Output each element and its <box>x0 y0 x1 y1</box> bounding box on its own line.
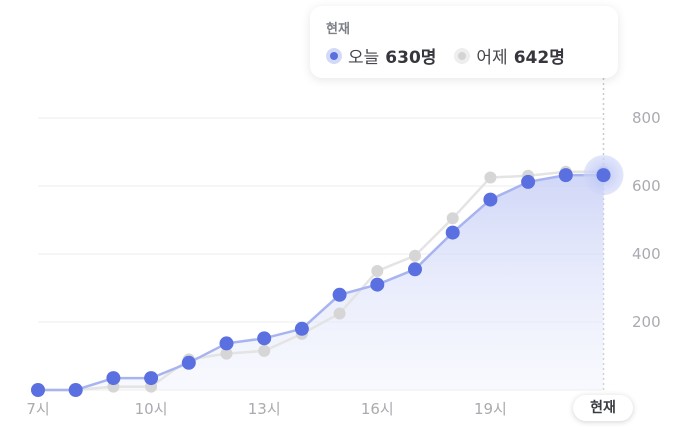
yesterday-point <box>371 265 384 277</box>
yesterday-point <box>220 347 233 360</box>
today-line <box>38 173 604 392</box>
today-point <box>483 192 498 207</box>
y-tick-label: 800 <box>632 109 661 127</box>
x-tick-label: 13시 <box>248 400 281 418</box>
yesterday-legend-icon <box>454 47 471 64</box>
now-badge[interactable]: 현재 <box>573 395 633 421</box>
y-tick-label: 600 <box>632 177 661 195</box>
tooltip-title: 현재 <box>326 22 350 37</box>
series-lines <box>38 170 604 392</box>
data-points <box>31 155 624 397</box>
x-tick-label: 19시 <box>474 400 507 418</box>
today-point <box>521 174 536 189</box>
today-label: 오늘 <box>348 48 380 68</box>
y-tick-label: 200 <box>632 313 661 331</box>
today-point <box>181 355 196 370</box>
yesterday-point <box>258 344 271 357</box>
y-tick-label: 400 <box>632 245 661 263</box>
axis-labels: 200 400 600 800 7시 10시 13시 16시 19시 <box>26 109 660 418</box>
today-area <box>38 175 604 390</box>
yesterday-point <box>409 249 421 262</box>
today-point <box>257 331 272 346</box>
yesterday-line <box>38 170 604 392</box>
today-point <box>558 168 573 183</box>
today-point <box>370 277 385 292</box>
area-fill <box>38 175 604 390</box>
today-point <box>144 371 159 386</box>
current-tooltip: 현재 오늘 630명 어제 642명 <box>310 6 618 78</box>
today-value: 630명 <box>385 48 437 68</box>
today-point <box>294 321 309 336</box>
today-point <box>445 225 460 240</box>
yesterday-point <box>333 307 346 320</box>
yesterday-value: 642명 <box>513 48 565 68</box>
x-tick-label: 16시 <box>361 400 394 418</box>
x-tick-label: 7시 <box>26 400 49 418</box>
today-point <box>332 287 347 302</box>
x-tick-label: 10시 <box>135 400 168 418</box>
today-point <box>596 168 611 183</box>
yesterday-point <box>446 212 459 225</box>
today-legend-icon <box>326 47 342 64</box>
today-point <box>106 371 121 386</box>
tooltip-values: 오늘 630명 어제 642명 <box>326 43 602 68</box>
today-point <box>219 336 234 351</box>
today-point <box>408 262 422 277</box>
yesterday-label: 어제 <box>476 48 508 68</box>
yesterday-point <box>484 171 497 184</box>
today-point <box>31 383 45 397</box>
today-point <box>68 383 83 397</box>
